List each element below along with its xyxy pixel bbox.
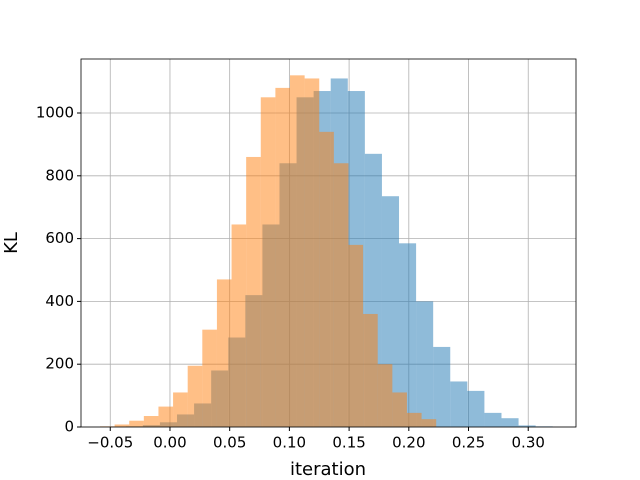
y-tick-label: 1000 xyxy=(36,104,74,122)
y-tick-label: 200 xyxy=(45,355,74,373)
histogram-bar xyxy=(143,416,159,427)
histogram-bar xyxy=(158,406,174,427)
histogram-bar xyxy=(173,392,188,427)
y-axis-label: KL xyxy=(1,232,22,254)
x-axis-label: iteration xyxy=(290,459,366,480)
x-tick-label: 0.20 xyxy=(392,434,425,452)
histogram-bar xyxy=(433,346,451,427)
y-tick-label: 800 xyxy=(45,166,74,184)
bars xyxy=(99,75,553,428)
y-tick-label: 0 xyxy=(64,418,74,436)
histogram-bar xyxy=(319,131,334,427)
histogram-bar xyxy=(231,224,247,427)
ticks: −0.05 0.00 0.05 0.10 0.15 0.20 0.25 0.30 0 200 400… xyxy=(36,104,545,452)
histogram-bar xyxy=(392,392,407,427)
histogram-bar xyxy=(363,313,378,427)
histogram-bar xyxy=(333,163,349,427)
histogram-bar xyxy=(260,97,276,428)
histogram-bar xyxy=(406,412,422,427)
histogram-bar xyxy=(450,381,468,427)
histogram-bar xyxy=(202,329,217,427)
plot-frame xyxy=(80,58,577,428)
x-tick-label: 0.10 xyxy=(273,434,306,452)
histogram-bar xyxy=(501,418,519,427)
histogram-bar xyxy=(275,87,291,427)
histogram-bar xyxy=(399,243,417,427)
histogram-bar xyxy=(518,425,536,427)
y-tick-label: 600 xyxy=(45,229,74,247)
histogram-bar xyxy=(467,390,485,427)
histogram-bar xyxy=(114,424,130,427)
x-tick-label: 0.00 xyxy=(153,434,186,452)
histogram-bar xyxy=(129,420,144,427)
histogram-bar xyxy=(290,75,305,428)
histogram-bar xyxy=(304,78,320,427)
y-tick-label: 400 xyxy=(45,292,74,310)
x-tick-label: 0.05 xyxy=(213,434,246,452)
x-tick-label: 0.15 xyxy=(332,434,365,452)
histogram-bar xyxy=(246,156,261,427)
histogram-bar xyxy=(421,419,437,427)
x-tick-label: 0.30 xyxy=(512,434,545,452)
histogram-bar xyxy=(484,412,502,427)
x-tick-label: 0.25 xyxy=(452,434,485,452)
histogram-bar xyxy=(377,364,393,427)
histogram-bar xyxy=(216,279,232,427)
histogram-bar xyxy=(348,244,364,427)
x-tick-label: −0.05 xyxy=(87,434,133,452)
histogram-bar xyxy=(416,301,434,427)
histogram-bar xyxy=(187,365,203,427)
